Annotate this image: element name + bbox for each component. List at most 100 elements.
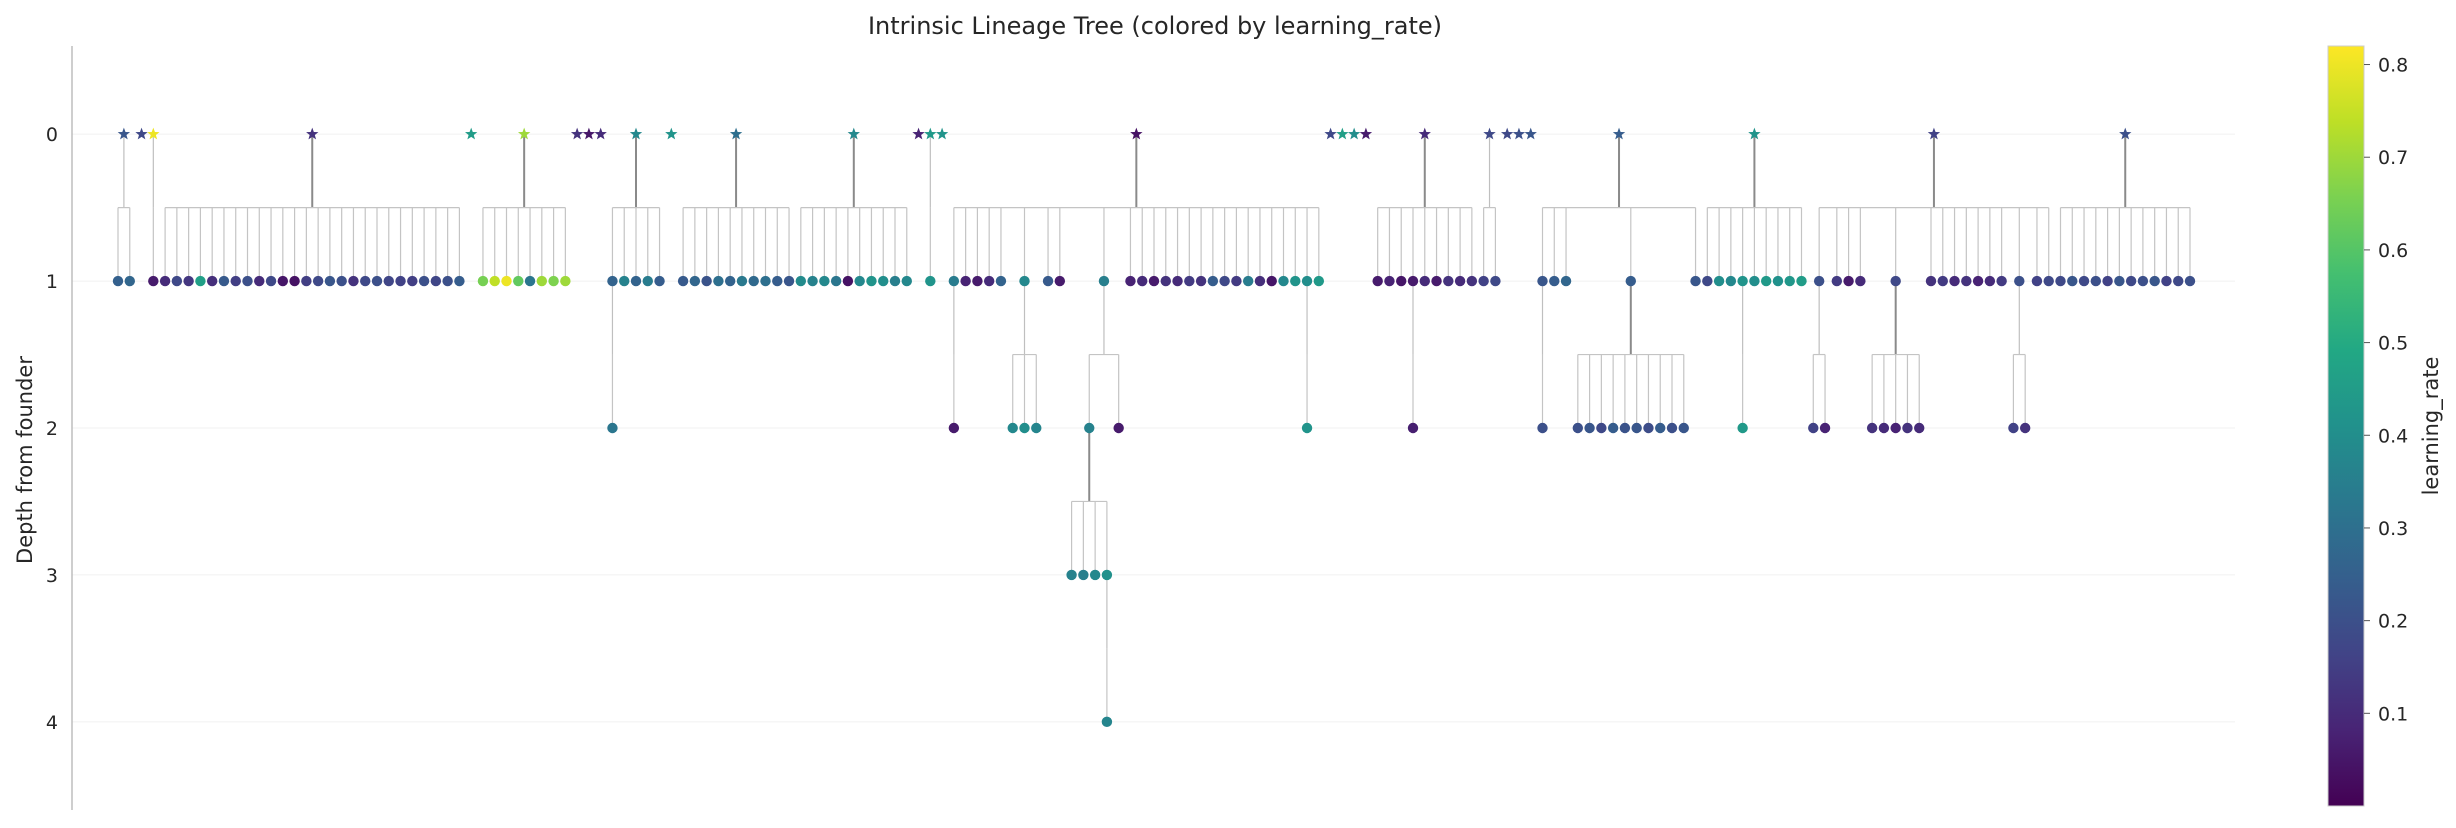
descendant-node-marker	[1702, 275, 1713, 287]
descendant-node-marker	[1184, 275, 1195, 287]
descendant-node-marker	[2114, 275, 2125, 287]
descendant-node-marker	[383, 275, 394, 287]
founder-star-marker	[665, 127, 678, 140]
descendant-node-marker	[1655, 422, 1666, 434]
descendant-node-marker	[1372, 275, 1383, 287]
descendant-node-marker	[1890, 275, 1901, 287]
descendant-node-marker	[1207, 275, 1219, 287]
colorbar-tick-label: 0.2	[2378, 611, 2408, 633]
descendant-node-marker	[1572, 422, 1584, 434]
founder-star-marker	[1324, 127, 1337, 140]
founder-star-marker	[1336, 127, 1349, 140]
descendant-node-marker	[183, 275, 194, 287]
descendant-node-marker	[1631, 422, 1642, 434]
descendant-node-marker	[1089, 569, 1101, 581]
descendant-node-marker	[925, 275, 936, 287]
descendant-node-marker	[360, 275, 371, 287]
descendant-node-marker	[1019, 275, 1030, 287]
descendant-node-marker	[607, 422, 618, 434]
descendant-node-marker	[2031, 275, 2043, 287]
descendant-node-marker	[230, 275, 241, 287]
descendant-node-marker	[265, 275, 277, 287]
descendant-node-marker	[1796, 275, 1807, 287]
descendant-node-marker	[1596, 422, 1607, 434]
colorbar-tick-label: 0.8	[2378, 55, 2408, 77]
founder-star-marker	[1483, 127, 1496, 140]
descendant-node-marker	[407, 275, 418, 287]
descendant-node-marker	[677, 275, 689, 287]
descendant-node-marker	[1454, 275, 1466, 287]
descendant-node-marker	[1760, 275, 1772, 287]
descendant-node-marker	[277, 275, 289, 287]
descendant-node-marker	[548, 275, 559, 287]
descendant-node-marker	[1560, 275, 1572, 287]
descendant-node-marker	[2149, 275, 2160, 287]
founder-star-marker	[1347, 127, 1361, 140]
descendant-node-marker	[536, 275, 548, 287]
descendant-node-marker	[948, 275, 960, 287]
descendant-node-marker	[619, 275, 630, 287]
descendant-node-marker	[1666, 422, 1678, 434]
descendant-node-marker	[418, 275, 430, 287]
colorbar-ticks: 0.1 0.2 0.3 0.4 0.5 0.6 0.7 0.8	[2364, 55, 2408, 725]
descendant-node-marker	[254, 275, 265, 287]
descendant-node-marker	[748, 275, 759, 287]
colorbar: 0.1 0.2 0.3 0.4 0.5 0.6 0.7 0.8 learning_rate	[2327, 45, 2444, 807]
descendant-node-marker	[2161, 275, 2172, 287]
descendant-node-marker	[1443, 275, 1454, 287]
descendant-node-marker	[1784, 275, 1795, 287]
descendant-node-marker	[901, 275, 912, 287]
founder-star-marker	[306, 127, 319, 140]
descendant-node-marker	[1231, 275, 1242, 287]
tree-edges	[117, 134, 2191, 722]
descendant-node-marker	[1725, 275, 1737, 287]
y-axis: 0 1 2 3 4	[46, 46, 73, 810]
descendant-node-marker	[1490, 275, 1501, 287]
descendant-node-marker	[1278, 275, 1289, 287]
descendant-node-marker	[1195, 275, 1207, 287]
founder-star-marker	[729, 127, 743, 140]
descendant-node-marker	[2014, 275, 2025, 287]
founder-star-marker	[1359, 127, 1373, 140]
descendant-node-marker	[1101, 716, 1113, 728]
founder-star-marker	[582, 127, 596, 140]
descendant-node-marker	[1125, 275, 1136, 287]
descendant-node-marker	[1113, 422, 1124, 434]
descendant-node-marker	[159, 275, 171, 287]
descendant-node-marker	[242, 275, 253, 287]
descendant-node-marker	[2055, 275, 2066, 287]
descendant-node-marker	[442, 275, 453, 287]
descendant-node-marker	[630, 275, 642, 287]
founder-star-marker	[924, 127, 937, 140]
descendant-node-marker	[1078, 569, 1089, 581]
descendant-node-marker	[1984, 275, 1996, 287]
founder-star-marker	[847, 127, 860, 140]
descendant-node-marker	[701, 275, 712, 287]
descendant-node-marker	[1148, 275, 1160, 287]
descendant-node-marker	[724, 275, 736, 287]
descendant-node-marker	[1254, 275, 1266, 287]
descendant-node-marker	[1813, 275, 1825, 287]
descendant-node-marker	[1466, 275, 1478, 287]
descendant-node-marker	[324, 275, 336, 287]
descendant-node-marker	[454, 275, 465, 287]
descendant-node-marker	[1925, 275, 1937, 287]
descendant-node-marker	[819, 275, 830, 287]
descendant-node-marker	[524, 275, 536, 287]
descendant-node-marker	[1019, 422, 1030, 434]
descendant-node-marker	[1098, 275, 1110, 287]
descendant-node-marker	[1419, 275, 1430, 287]
founder-star-marker	[1748, 127, 1761, 140]
colorbar-tick-label: 0.1	[2378, 703, 2408, 725]
colorbar-tick-label: 0.7	[2378, 147, 2408, 169]
descendant-node-marker	[1972, 275, 1984, 287]
descendant-node-marker	[1808, 422, 1819, 434]
descendant-node-marker	[1007, 422, 1018, 434]
descendant-node-marker	[2184, 275, 2196, 287]
founder-star-marker	[117, 127, 131, 140]
founder-star-marker	[1927, 127, 1941, 140]
descendant-node-marker	[1678, 422, 1689, 434]
founder-star-marker	[629, 127, 643, 140]
